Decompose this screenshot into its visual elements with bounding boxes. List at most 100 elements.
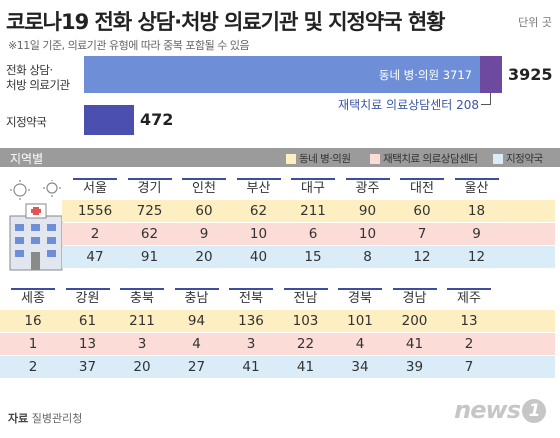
region-value: 22 bbox=[296, 336, 315, 352]
region-name: 경남 bbox=[392, 288, 437, 306]
legend-item-pharmacy: 지정약국 bbox=[493, 151, 543, 166]
region-value: 41 bbox=[242, 359, 260, 375]
region-name: 서울 bbox=[73, 178, 117, 196]
bar-category-label: 지정약국 bbox=[6, 115, 47, 129]
region-value: 136 bbox=[238, 313, 264, 329]
region-value: 9 bbox=[199, 226, 209, 242]
region-value: 211 bbox=[129, 313, 155, 329]
region-name: 대구 bbox=[291, 178, 335, 196]
region-value: 9 bbox=[472, 226, 481, 242]
region-value: 34 bbox=[351, 359, 369, 375]
region-value: 3 bbox=[137, 336, 147, 352]
table-row-band bbox=[0, 310, 555, 332]
news1-logo: news 1 bbox=[454, 396, 546, 424]
region-value: 41 bbox=[296, 359, 315, 375]
region-value: 62 bbox=[140, 226, 159, 242]
hospital-icon bbox=[9, 180, 63, 271]
region-header-band bbox=[0, 148, 560, 167]
region-value: 10 bbox=[249, 226, 268, 242]
page-subtitle: ※11일 기준, 의료기관 유형에 따라 중복 포함될 수 있음 bbox=[8, 39, 250, 52]
region-name: 경북 bbox=[338, 288, 382, 306]
region-name: 울산 bbox=[454, 178, 499, 196]
region-value: 13 bbox=[78, 336, 97, 352]
table-row-band bbox=[62, 200, 555, 222]
source-label: 자료 bbox=[8, 412, 29, 425]
legend-swatch-clinic bbox=[286, 153, 296, 164]
region-value: 90 bbox=[358, 203, 377, 219]
region-value: 60 bbox=[413, 203, 431, 219]
region-value: 4 bbox=[355, 336, 365, 352]
region-value: 41 bbox=[405, 336, 424, 352]
region-name: 충북 bbox=[120, 288, 164, 306]
bar-segment bbox=[84, 105, 134, 135]
logo-text: news bbox=[454, 396, 521, 424]
region-value: 1556 bbox=[77, 203, 113, 219]
region-name: 대전 bbox=[400, 178, 444, 196]
region-name: 충남 bbox=[174, 288, 219, 306]
region-value: 8 bbox=[363, 249, 372, 265]
region-value: 47 bbox=[86, 249, 104, 265]
region-value: 2 bbox=[90, 226, 100, 242]
legend-label-home-center: 재택치료 의료상담센터 bbox=[383, 153, 478, 165]
region-value: 20 bbox=[133, 359, 151, 375]
region-value: 12 bbox=[413, 249, 431, 265]
region-value: 10 bbox=[358, 226, 377, 242]
region-section-title: 지역별 bbox=[10, 152, 44, 166]
region-name: 전남 bbox=[283, 288, 328, 306]
bar-segment bbox=[480, 56, 502, 93]
region-value: 40 bbox=[249, 249, 268, 265]
region-name: 강원 bbox=[65, 288, 110, 306]
region-value: 211 bbox=[300, 203, 326, 219]
bar-segment bbox=[84, 56, 480, 93]
region-value: 2 bbox=[464, 336, 474, 352]
region-name: 부산 bbox=[236, 178, 281, 196]
region-value: 39 bbox=[405, 359, 424, 375]
region-name: 세종 bbox=[11, 288, 55, 306]
region-value: 1 bbox=[28, 336, 38, 352]
region-value: 6 bbox=[308, 226, 318, 242]
region-value: 94 bbox=[187, 313, 206, 329]
region-value: 91 bbox=[140, 249, 159, 265]
source-note: 자료 질병관리청 bbox=[8, 410, 82, 426]
source-text: 질병관리청 bbox=[31, 412, 83, 425]
region-value: 61 bbox=[78, 313, 97, 329]
legend-swatch-home-center bbox=[370, 153, 380, 164]
bar-segment-label: 동네 병·의원 3717 bbox=[378, 68, 472, 82]
region-name: 전북 bbox=[229, 288, 273, 306]
region-value: 7 bbox=[464, 359, 474, 375]
region-value: 725 bbox=[136, 203, 163, 219]
region-value: 20 bbox=[195, 249, 213, 265]
bar-segment-connector bbox=[481, 93, 491, 105]
bar-total-value: 3925 bbox=[508, 64, 553, 84]
region-value: 200 bbox=[401, 313, 428, 329]
logo-mark: 1 bbox=[522, 399, 546, 423]
region-value: 101 bbox=[347, 313, 373, 329]
region-value: 62 bbox=[249, 203, 268, 219]
region-value: 37 bbox=[78, 359, 97, 375]
legend-label-clinic: 동네 병·의원 bbox=[299, 153, 351, 165]
region-value: 12 bbox=[467, 249, 486, 265]
bar-category-label: 전화 상담· 처방 의료기관 bbox=[6, 63, 70, 92]
region-value: 18 bbox=[467, 203, 486, 219]
region-value: 13 bbox=[460, 313, 478, 329]
table-row-band bbox=[0, 356, 555, 378]
bar-total-value: 472 bbox=[140, 110, 174, 129]
unit-label: 단위 곳 bbox=[518, 16, 552, 29]
region-value: 4 bbox=[192, 336, 201, 352]
region-value: 15 bbox=[304, 249, 322, 265]
region-value: 27 bbox=[187, 359, 206, 375]
region-value: 3 bbox=[246, 336, 256, 352]
region-name: 인천 bbox=[182, 178, 226, 196]
region-name: 경기 bbox=[127, 178, 172, 196]
table-row-band bbox=[62, 223, 555, 245]
legend-label-pharmacy: 지정약국 bbox=[506, 153, 543, 165]
region-value: 2 bbox=[28, 359, 38, 375]
region-name: 광주 bbox=[345, 178, 390, 196]
region-value: 103 bbox=[292, 313, 319, 329]
legend-item-home-center: 재택치료 의료상담센터 bbox=[370, 151, 478, 166]
page-title: 코로나19 전화 상담·처방 의료기관 및 지정약국 현황 bbox=[6, 10, 445, 34]
table-row-band bbox=[0, 333, 555, 355]
legend-item-clinic: 동네 병·의원 bbox=[286, 151, 351, 166]
region-name: 제주 bbox=[447, 288, 491, 306]
region-value: 7 bbox=[417, 226, 427, 242]
